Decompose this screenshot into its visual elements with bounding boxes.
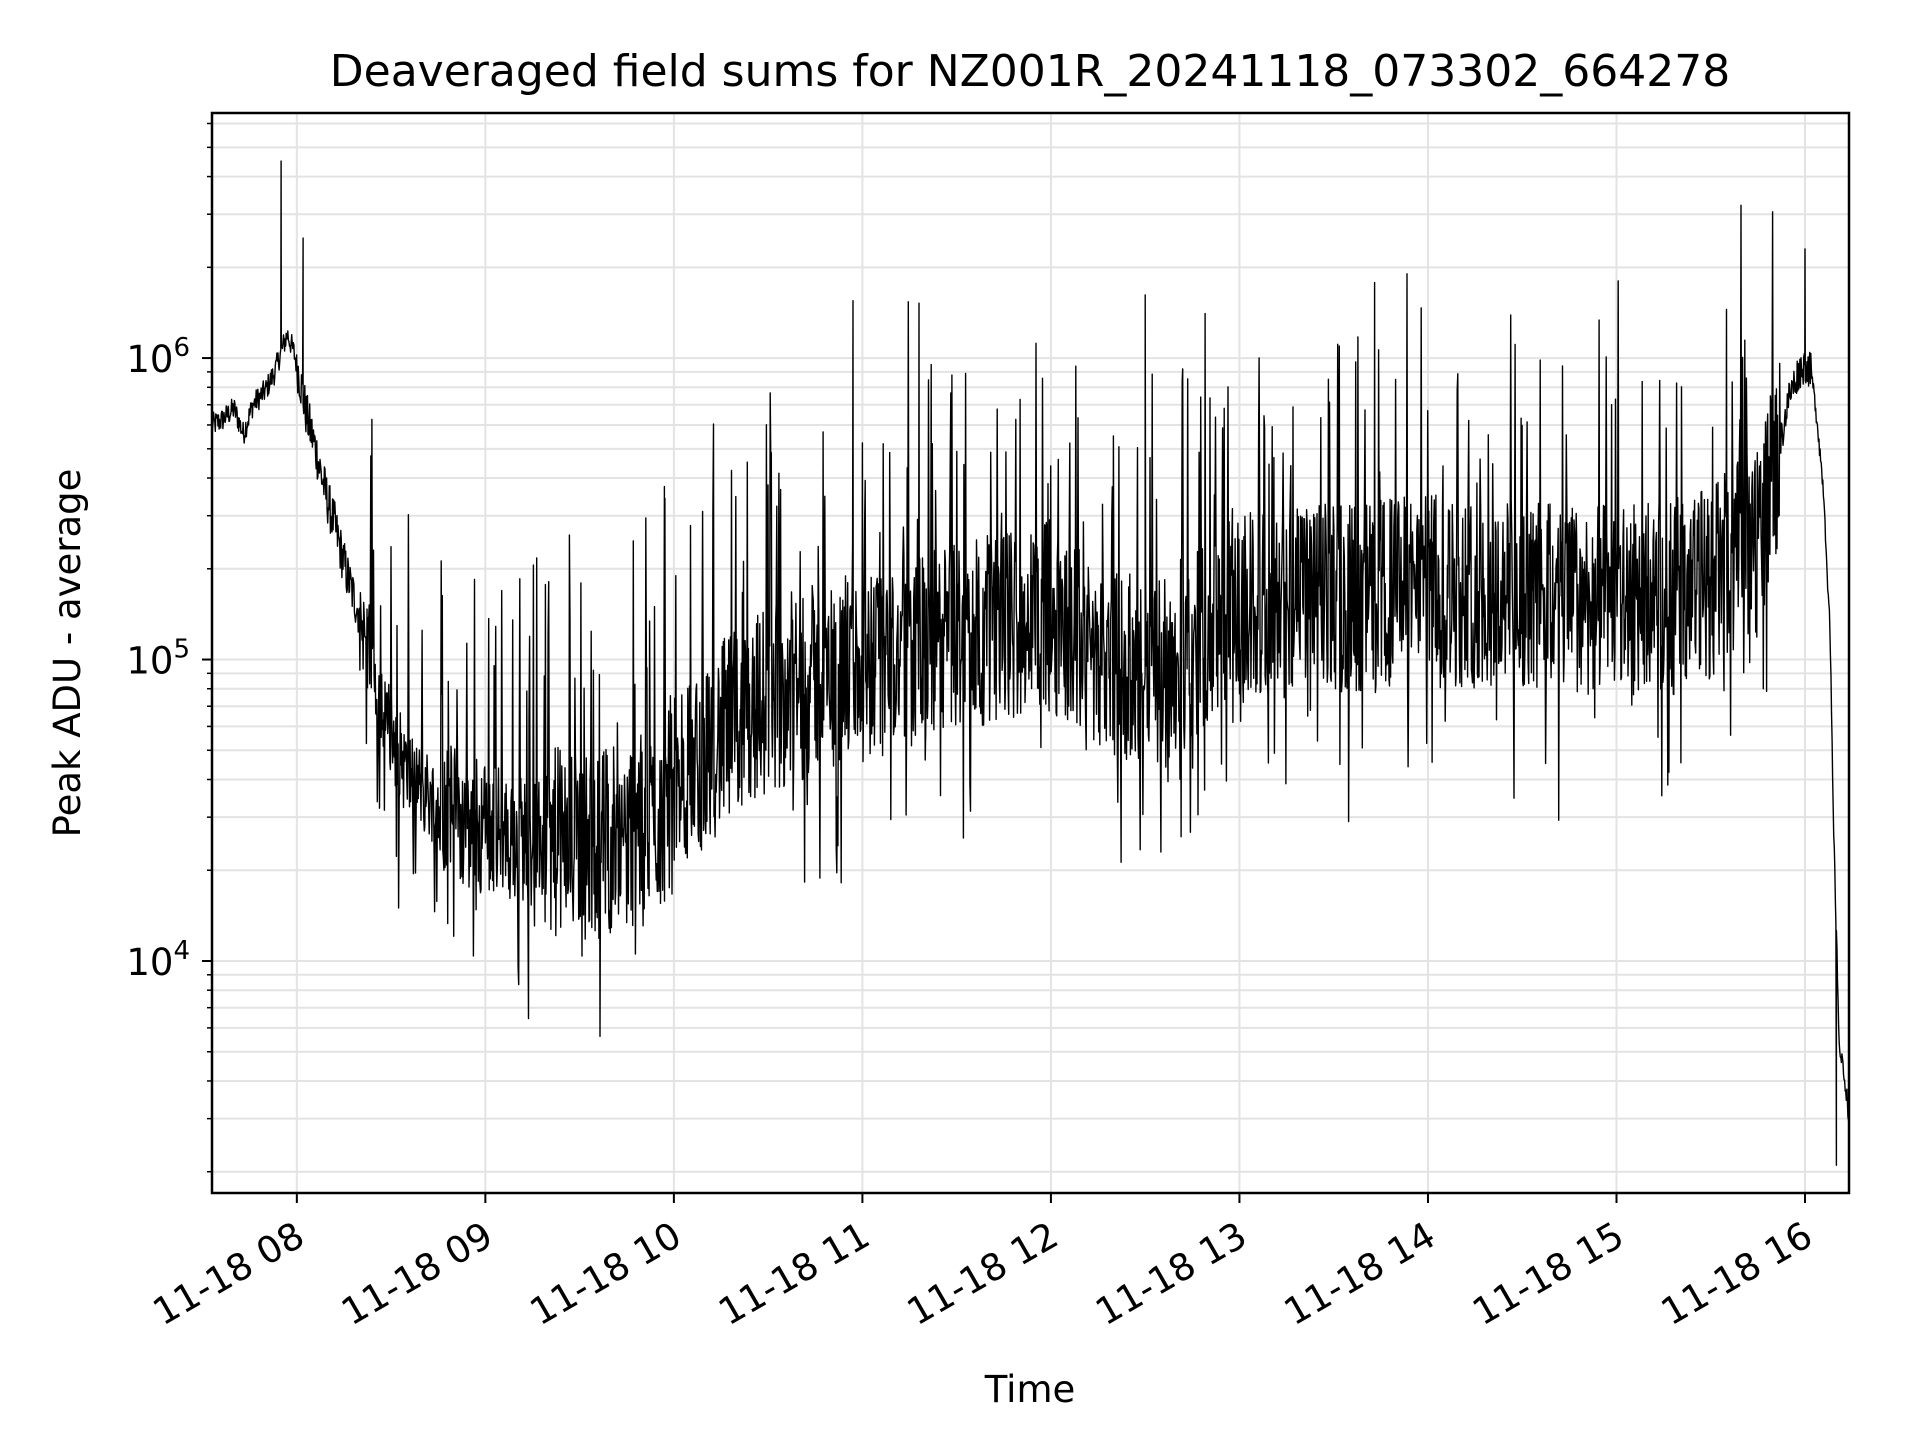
y-tick-label: 105	[126, 635, 190, 683]
x-tick-label: 11-18 08	[146, 1214, 312, 1334]
y-tick-label: 104	[126, 936, 190, 984]
x-tick-label: 11-18 12	[900, 1214, 1066, 1334]
x-tick-label: 11-18 15	[1465, 1214, 1631, 1334]
y-axis: 104 105 106	[126, 122, 212, 1173]
data-layer	[211, 160, 1850, 1166]
series-line	[211, 160, 1850, 1166]
y-tick-label: 106	[126, 333, 190, 381]
x-tick-label: 11-18 16	[1654, 1214, 1820, 1334]
x-axis-label: Time	[984, 1368, 1076, 1411]
plot-frame	[210, 111, 1851, 1195]
x-tick-label: 11-18 11	[711, 1214, 877, 1334]
y-axis-label: Peak ADU - average	[46, 469, 89, 838]
x-axis: 11-18 08 11-18 09 11-18 10 11-18 11 11-18 12…	[146, 1193, 1820, 1334]
x-tick-label: 11-18 13	[1088, 1214, 1254, 1334]
x-tick-label: 11-18 14	[1277, 1214, 1443, 1334]
chart-title: Deaveraged field sums for NZ001R_2024111…	[330, 46, 1730, 97]
x-tick-label: 11-18 10	[523, 1214, 689, 1334]
x-tick-label: 11-18 09	[334, 1214, 500, 1334]
